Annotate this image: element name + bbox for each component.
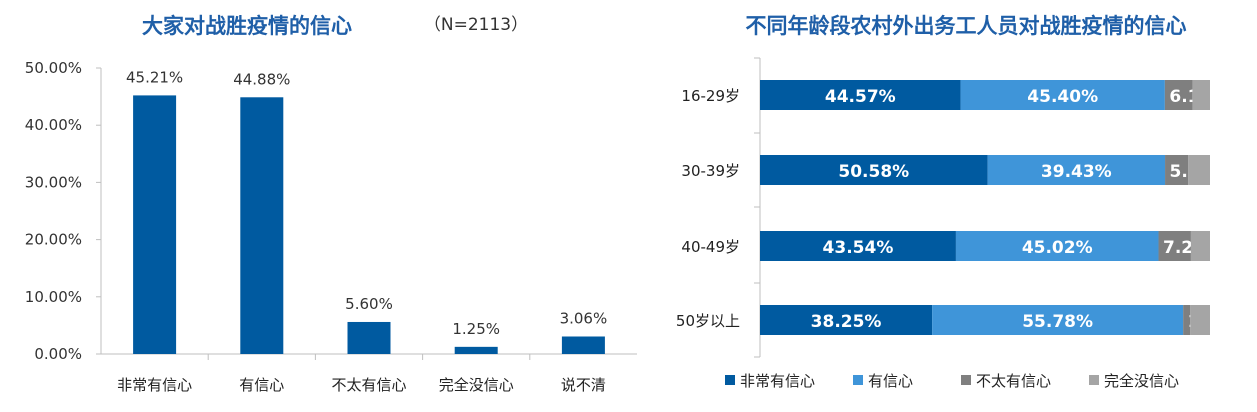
right-segment-value-label: 39.43% (1041, 162, 1112, 182)
right-legend-swatch (961, 375, 971, 385)
right-bar-segment (760, 231, 956, 261)
right-segment-value-label: 43.54% (823, 238, 894, 258)
left-category-label: 有信心 (239, 376, 284, 394)
left-bar (133, 95, 177, 354)
right-category-label: 50岁以上 (676, 312, 740, 330)
right-legend-swatch (1089, 375, 1099, 385)
left-bar (347, 321, 391, 354)
right-bar-segment (1183, 305, 1191, 335)
left-y-tick-label: 0.00% (34, 345, 82, 363)
right-category-label: 16-29岁 (681, 87, 740, 105)
right-bar-segment (1190, 305, 1210, 335)
right-segment-value-label: 45.40% (1027, 87, 1098, 107)
left-bar-value-label: 5.60% (345, 295, 393, 313)
left-y-tick-label: 30.00% (25, 173, 82, 191)
right-legend-label: 完全没信心 (1104, 372, 1179, 390)
left-chart-title: 大家对战胜疫情的信心 (142, 14, 352, 38)
right-category-label: 30-39岁 (681, 162, 740, 180)
right-bar-segment (760, 155, 988, 185)
right-category-label: 40-49岁 (681, 238, 740, 256)
left-bar-chart: 大家对战胜疫情的信心 （N=2113） 0.00% 10.00% 20.00% 30.00… (25, 14, 637, 394)
right-bar-segment (1188, 155, 1210, 185)
right-legend-label: 非常有信心 (740, 372, 815, 390)
left-bar-value-label: 1.25% (452, 320, 500, 338)
right-bar-segment (987, 155, 1166, 185)
left-bar-value-label: 3.06% (560, 309, 608, 327)
right-chart-title: 不同年龄段农村外出务工人员对战胜疫情的信心 (746, 14, 1187, 38)
left-chart-sample-size: （N=2113） (424, 15, 528, 35)
left-category-label: 完全没信心 (439, 376, 514, 394)
right-segment-value-label: 50.58% (838, 162, 909, 182)
left-bar-value-label: 45.21% (126, 68, 183, 86)
right-segment-value-label: 38.25% (811, 312, 882, 332)
left-bar (240, 97, 284, 354)
right-bar-segment (1190, 231, 1210, 261)
right-legend-label: 不太有信心 (976, 372, 1051, 390)
left-category-label: 不太有信心 (331, 376, 406, 394)
right-bar-segment (960, 80, 1165, 110)
left-y-tick-label: 10.00% (25, 288, 82, 306)
left-bar (454, 346, 498, 354)
right-stacked-bar-chart: 不同年龄段农村外出务工人员对战胜疫情的信心16-29岁44.57%45.40%6… (676, 14, 1247, 390)
right-bar-segment (1165, 155, 1189, 185)
right-bar-segment (1158, 231, 1191, 261)
left-y-tick-label: 20.00% (25, 231, 82, 249)
left-y-tick-label: 50.00% (25, 59, 82, 77)
right-legend-swatch (725, 375, 735, 385)
left-y-tick-label: 40.00% (25, 116, 82, 134)
right-segment-value-label: 44.57% (825, 87, 896, 107)
right-bar-segment (955, 231, 1159, 261)
right-legend-swatch (853, 375, 863, 385)
right-bar-segment (1164, 80, 1193, 110)
right-segment-value-label: 55.78% (1022, 312, 1093, 332)
left-category-label: 说不清 (561, 376, 606, 394)
right-segment-value-label: 45.02% (1022, 238, 1093, 258)
left-bar (561, 336, 605, 354)
right-legend-label: 有信心 (868, 372, 913, 390)
left-bar-value-label: 44.88% (233, 70, 290, 88)
right-bar-segment (1192, 80, 1210, 110)
left-category-label: 非常有信心 (117, 376, 192, 394)
right-bar-segment (760, 80, 961, 110)
right-bar-segment (932, 305, 1184, 335)
right-bar-segment (760, 305, 933, 335)
